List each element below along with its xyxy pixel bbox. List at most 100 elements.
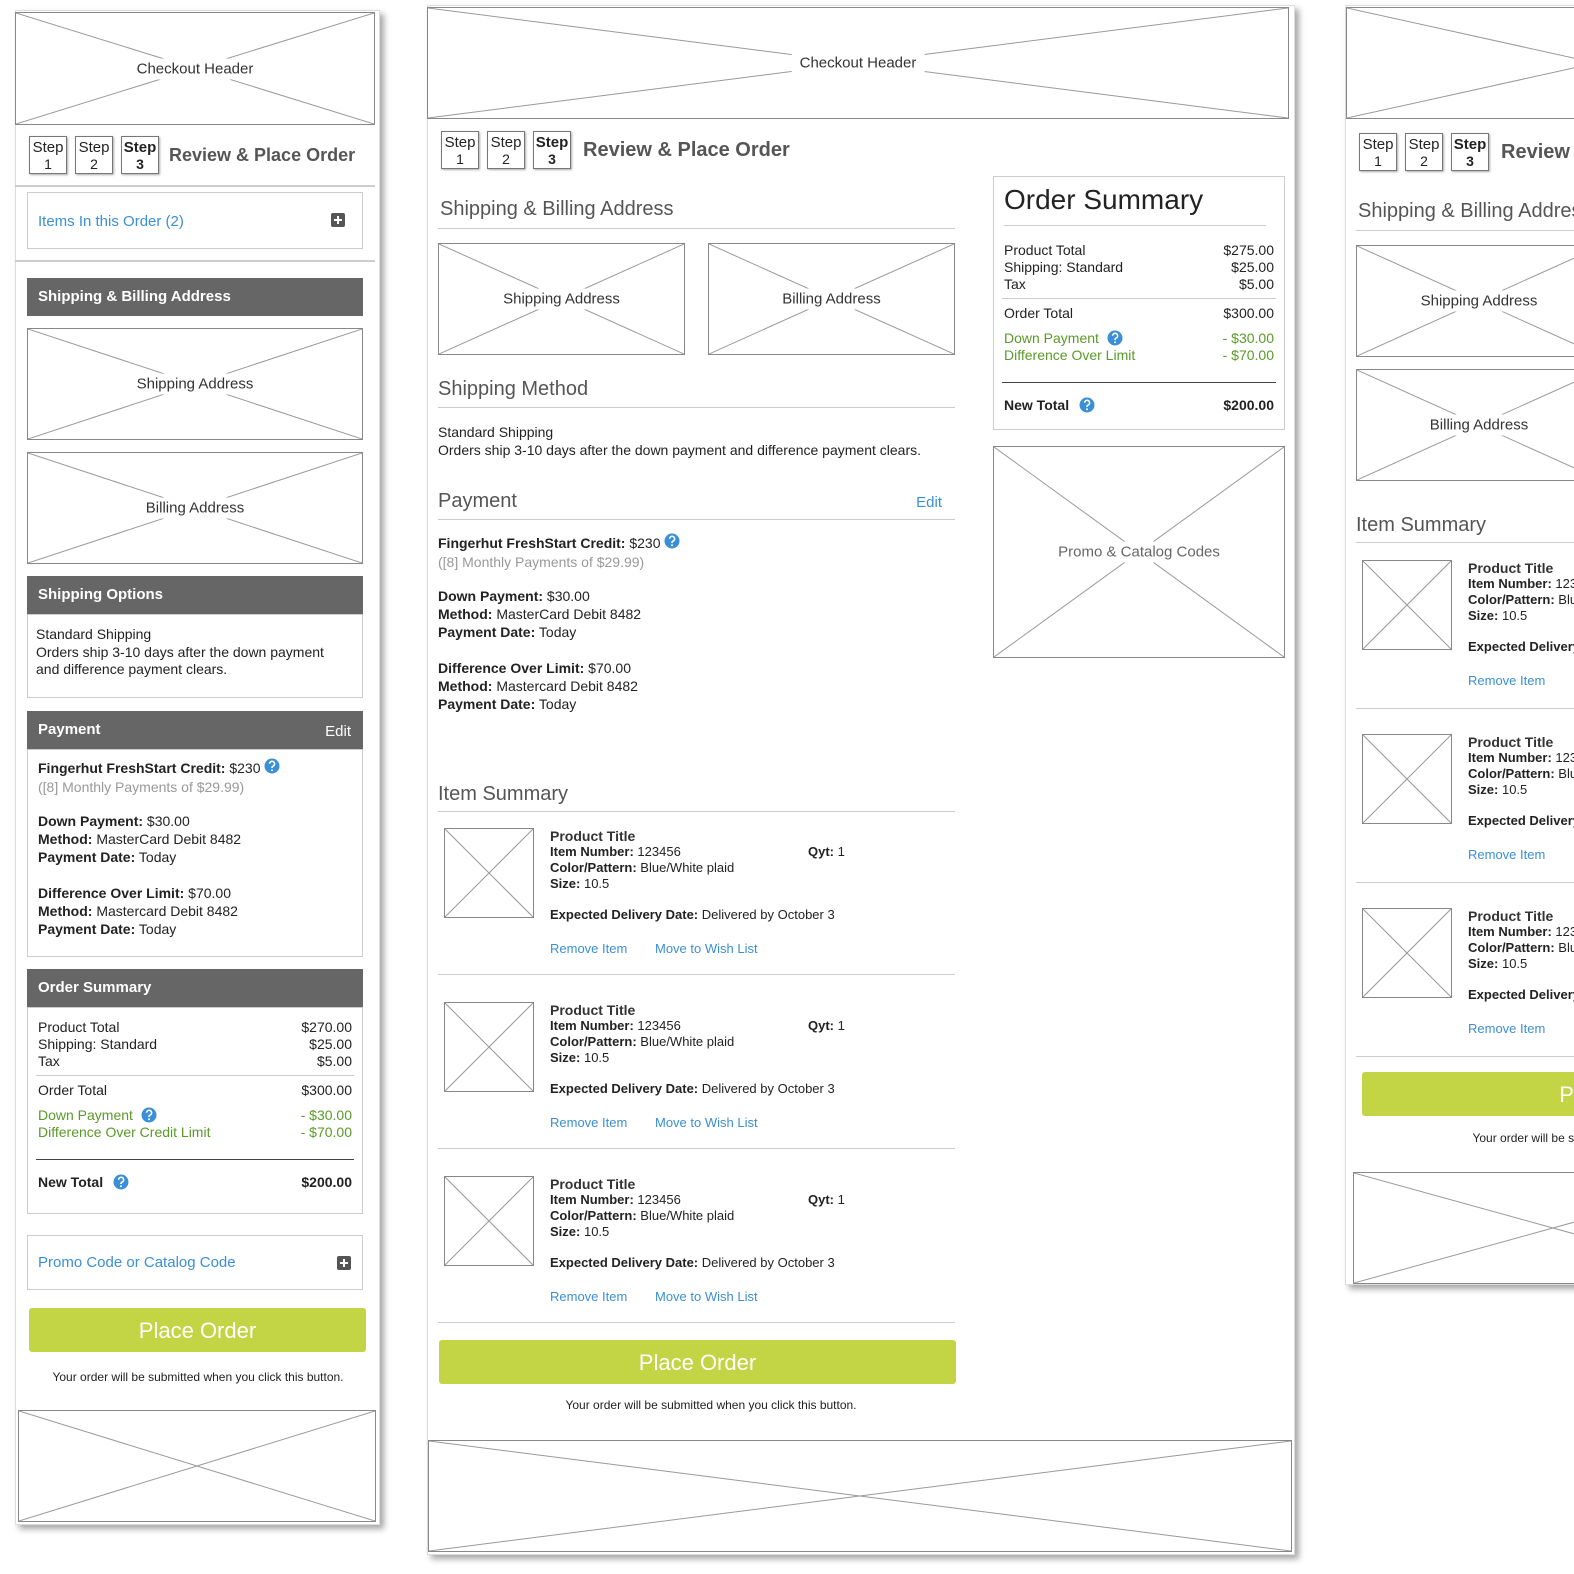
remove-item-link[interactable]: Remove Item	[1468, 1021, 1546, 1036]
items-toggle[interactable]: Items In this Order (2)	[38, 213, 184, 230]
value: 10.5	[583, 1050, 610, 1065]
remove-item-link[interactable]: Remove Item	[550, 1115, 628, 1130]
image-placeholder	[18, 1410, 376, 1522]
section-bar	[27, 278, 363, 316]
place-order-button[interactable]: Place Order	[1362, 1072, 1574, 1116]
value: 1	[837, 844, 845, 859]
section-box	[993, 176, 1285, 430]
summary-value: $300.00	[1223, 305, 1274, 321]
label: Qyt:	[808, 1192, 834, 1207]
step-label: Step	[32, 139, 64, 156]
remove-item-link[interactable]: Remove Item	[1468, 847, 1546, 862]
place-order-button[interactable]: Place Order	[29, 1308, 366, 1352]
step-box: Step 1	[1359, 133, 1397, 171]
divider	[438, 974, 955, 975]
section-title: Shipping Options	[38, 586, 163, 603]
step-number: 3	[1466, 153, 1474, 169]
expand-icon[interactable]	[336, 1255, 352, 1271]
label: Item Number:	[1468, 924, 1552, 939]
step-label: Step	[535, 134, 569, 151]
delivery-date: Expected Delivery Date: Delivered by Oct…	[550, 1081, 835, 1096]
value: Delivered by October 3	[701, 1081, 835, 1096]
section-box	[27, 614, 363, 698]
divider	[15, 185, 375, 187]
summary-label: Tax	[38, 1053, 60, 1069]
placeholder-label: Billing Address	[774, 288, 889, 310]
divider	[1356, 1056, 1574, 1057]
item-detail: Size: 10.5	[550, 876, 609, 891]
help-icon[interactable]	[1079, 397, 1095, 413]
image-placeholder: Shipping Address	[438, 243, 685, 355]
product-title: Product Title	[550, 828, 636, 844]
cross-line	[1354, 1173, 1574, 1235]
label: Qyt:	[808, 844, 834, 859]
product-title: Product Title	[1468, 560, 1554, 576]
divider	[1002, 298, 1276, 299]
placeholder-cross	[445, 829, 533, 917]
help-icon[interactable]	[141, 1107, 157, 1123]
product-title: Product Title	[1468, 734, 1554, 750]
value: 10.5	[1501, 782, 1528, 797]
label: Fingerhut FreshStart Credit:	[438, 535, 626, 551]
summary-value: $5.00	[1238, 276, 1274, 292]
remove-item-link[interactable]: Remove Item	[550, 941, 628, 956]
placeholder-label: Promo & Catalog Codes	[1050, 541, 1228, 563]
step-box: Step 3	[1451, 133, 1489, 171]
placeholder-cross	[1354, 1173, 1574, 1283]
help-icon[interactable]	[664, 533, 680, 549]
value: 123456	[637, 1018, 681, 1033]
credit-label: Down Payment	[38, 1107, 133, 1123]
label: Method:	[38, 831, 93, 847]
label: Payment Date:	[438, 624, 536, 640]
cross-line	[1363, 909, 1451, 997]
help-icon[interactable]	[1107, 330, 1123, 346]
value: $30.00	[546, 588, 590, 604]
value: 123456	[1555, 750, 1574, 765]
section-box	[27, 749, 363, 957]
value: 10.5	[1501, 608, 1528, 623]
remove-item-link[interactable]: Remove Item	[1468, 673, 1546, 688]
step-label: Step	[78, 139, 110, 156]
image-placeholder	[1362, 734, 1452, 824]
step-label: Step	[1453, 136, 1487, 153]
divider	[1356, 882, 1574, 883]
wishlist-link[interactable]: Move to Wish List	[655, 941, 758, 956]
divider	[36, 1159, 354, 1160]
label: Size:	[1468, 782, 1499, 797]
difference-line: Difference Over Limit: $70.00	[38, 885, 231, 901]
submit-note: Your order will be submitted when you cl…	[52, 1370, 344, 1384]
wishlist-link[interactable]: Move to Wish List	[655, 1115, 758, 1130]
image-placeholder: Shipping Address	[1356, 245, 1574, 357]
step-number: 1	[44, 156, 52, 172]
expand-icon[interactable]	[330, 212, 346, 228]
help-icon[interactable]	[113, 1174, 129, 1190]
delivery-date: Expected Delivery Date: Delivered by Oct…	[550, 907, 835, 922]
difference-line: Method: Mastercard Debit 8482	[38, 903, 238, 919]
delivery-date: Expected Delivery Date: Delivered by Oct…	[1468, 987, 1574, 1002]
value: MasterCard Debit 8482	[496, 606, 642, 622]
divider	[438, 1148, 955, 1149]
placeholder-label: Shipping Address	[495, 288, 628, 310]
placeholder-cross	[19, 1411, 375, 1521]
label: Size:	[550, 876, 581, 891]
promo-link[interactable]: Promo Code or Catalog Code	[38, 1254, 236, 1271]
label: Item Number:	[1468, 750, 1552, 765]
edit-link[interactable]: Edit	[916, 494, 942, 511]
edit-link[interactable]: Edit	[325, 723, 351, 740]
label: Size:	[1468, 956, 1499, 971]
divider	[438, 228, 955, 229]
item-detail: Size: 10.5	[1468, 608, 1527, 623]
place-order-button[interactable]: Place Order	[439, 1340, 956, 1384]
cross-line	[1347, 67, 1574, 118]
remove-item-link[interactable]: Remove Item	[550, 1289, 628, 1304]
item-detail: Item Number: 123456	[550, 1192, 681, 1207]
item-detail: Color/Pattern: Blue/White plaid	[550, 1208, 734, 1223]
label: Item Number:	[550, 1018, 634, 1033]
image-placeholder	[1353, 1172, 1574, 1284]
help-icon[interactable]	[264, 758, 280, 774]
summary-label: Tax	[1004, 276, 1026, 292]
section-heading: Item Summary	[1356, 514, 1487, 536]
summary-label: New Total	[38, 1174, 104, 1190]
label: Expected Delivery Date:	[1468, 639, 1574, 654]
wishlist-link[interactable]: Move to Wish List	[655, 1289, 758, 1304]
